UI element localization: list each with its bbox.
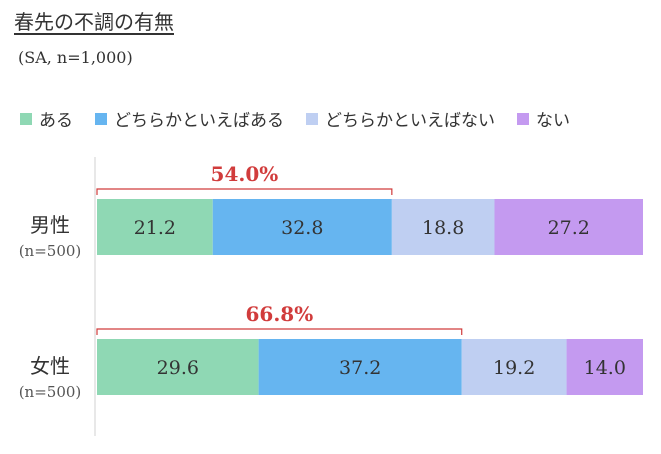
category-n: (n=500) (18, 383, 82, 401)
category-name: 男性 (30, 213, 70, 237)
data-label: 32.8 (281, 217, 323, 239)
legend: ある どちらかといえばある どちらかといえばない ない (20, 106, 592, 131)
legend-label: ない (536, 111, 570, 131)
category-label-female: 女性 (n=500) (5, 350, 95, 401)
legend-label: どちらかといえばない (325, 111, 495, 131)
highlight-label: 54.0% (211, 162, 279, 186)
bar-segment (566, 339, 643, 395)
data-label: 21.2 (134, 217, 176, 239)
data-label: 14.0 (584, 357, 626, 379)
highlight-bracket (96, 188, 393, 195)
bar-segment (97, 199, 213, 255)
legend-label: どちらかといえばある (114, 111, 284, 131)
legend-swatch (517, 112, 529, 125)
data-label: 29.6 (157, 357, 199, 379)
legend-swatch (306, 112, 318, 125)
legend-item-dochiraka-nai: どちらかといえばない (306, 106, 495, 131)
chart-title: 春先の不調の有無 (14, 10, 174, 34)
data-label: 27.2 (548, 217, 590, 239)
bar-segment (212, 199, 392, 255)
data-label: 37.2 (339, 357, 381, 379)
highlight-label: 66.8% (246, 302, 314, 326)
bar-segment (258, 339, 462, 395)
legend-item-dochiraka-aru: どちらかといえばある (95, 106, 284, 131)
legend-label: ある (39, 111, 73, 131)
bar-segment (97, 339, 259, 395)
legend-swatch (20, 112, 32, 125)
data-label: 19.2 (493, 357, 535, 379)
bar-segment (391, 199, 495, 255)
bar-segment (461, 339, 567, 395)
highlight-bracket (96, 328, 463, 335)
legend-item-aru: ある (20, 106, 73, 131)
legend-swatch (95, 112, 107, 125)
legend-item-nai: ない (517, 106, 570, 131)
data-label: 18.8 (422, 217, 464, 239)
category-n: (n=500) (18, 242, 82, 260)
category-name: 女性 (30, 354, 70, 378)
category-label-male: 男性 (n=500) (5, 209, 95, 260)
bar-segment (494, 199, 643, 255)
chart-subtitle: (SA, n=1,000) (18, 48, 133, 67)
